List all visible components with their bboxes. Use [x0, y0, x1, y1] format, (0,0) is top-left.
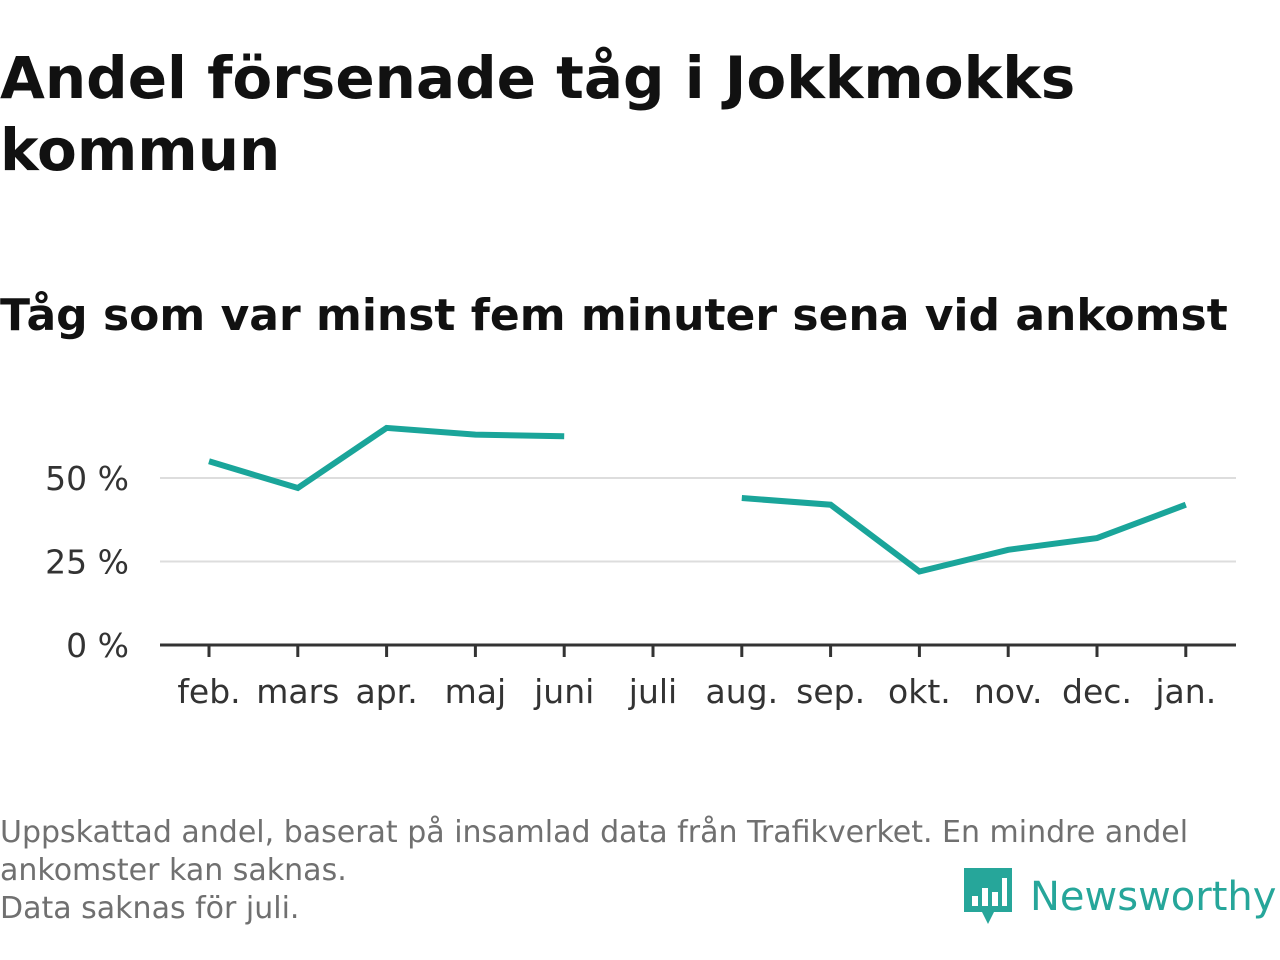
x-tick-label: apr.	[355, 672, 417, 711]
x-tick-label: juli	[628, 672, 677, 711]
chart-subtitle: Tåg som var minst fem minuter sena vid a…	[0, 290, 1228, 341]
grid-lines	[160, 477, 1236, 563]
x-tick-label: feb.	[177, 672, 240, 711]
series-line	[741, 495, 1187, 575]
line-chart: 0 % 25 % 50 % feb. mars apr. maj juni juli aug. s…	[45, 424, 1236, 711]
y-tick-label: 50 %	[45, 459, 129, 498]
x-tick-label: nov.	[974, 672, 1043, 711]
x-tick-label: jan.	[1154, 672, 1216, 711]
series-layer	[208, 424, 1187, 575]
y-tick-label: 25 %	[45, 543, 129, 582]
footnote: Uppskattad andel, baserat på insamlad da…	[0, 814, 1270, 928]
brand-logo: Newsworthy	[962, 862, 1276, 932]
x-tick-label: maj	[445, 672, 507, 711]
x-tick-label: dec.	[1062, 672, 1132, 711]
brand-name: Newsworthy	[1030, 874, 1277, 920]
chart-title: Andel försenade tåg i Jokkmokks kommun	[0, 44, 1076, 184]
x-tick-label: okt.	[888, 672, 951, 711]
footnote-source: Uppskattad andel, baserat på insamlad da…	[0, 815, 1189, 888]
footnote-missing-data: Data saknas för juli.	[0, 891, 300, 926]
x-tick-label: sep.	[796, 672, 865, 711]
y-axis-labels: 0 % 25 % 50 %	[45, 459, 129, 665]
x-tick-label: juni	[533, 672, 594, 711]
y-tick-label: 0 %	[66, 626, 129, 665]
x-tick-label: mars	[256, 672, 339, 711]
series-line	[208, 424, 565, 492]
x-tick-label: aug.	[706, 672, 779, 711]
newsworthy-logo-icon	[964, 868, 1012, 924]
x-axis: feb. mars apr. maj juni juli aug. sep. okt. nov. d…	[160, 643, 1236, 711]
